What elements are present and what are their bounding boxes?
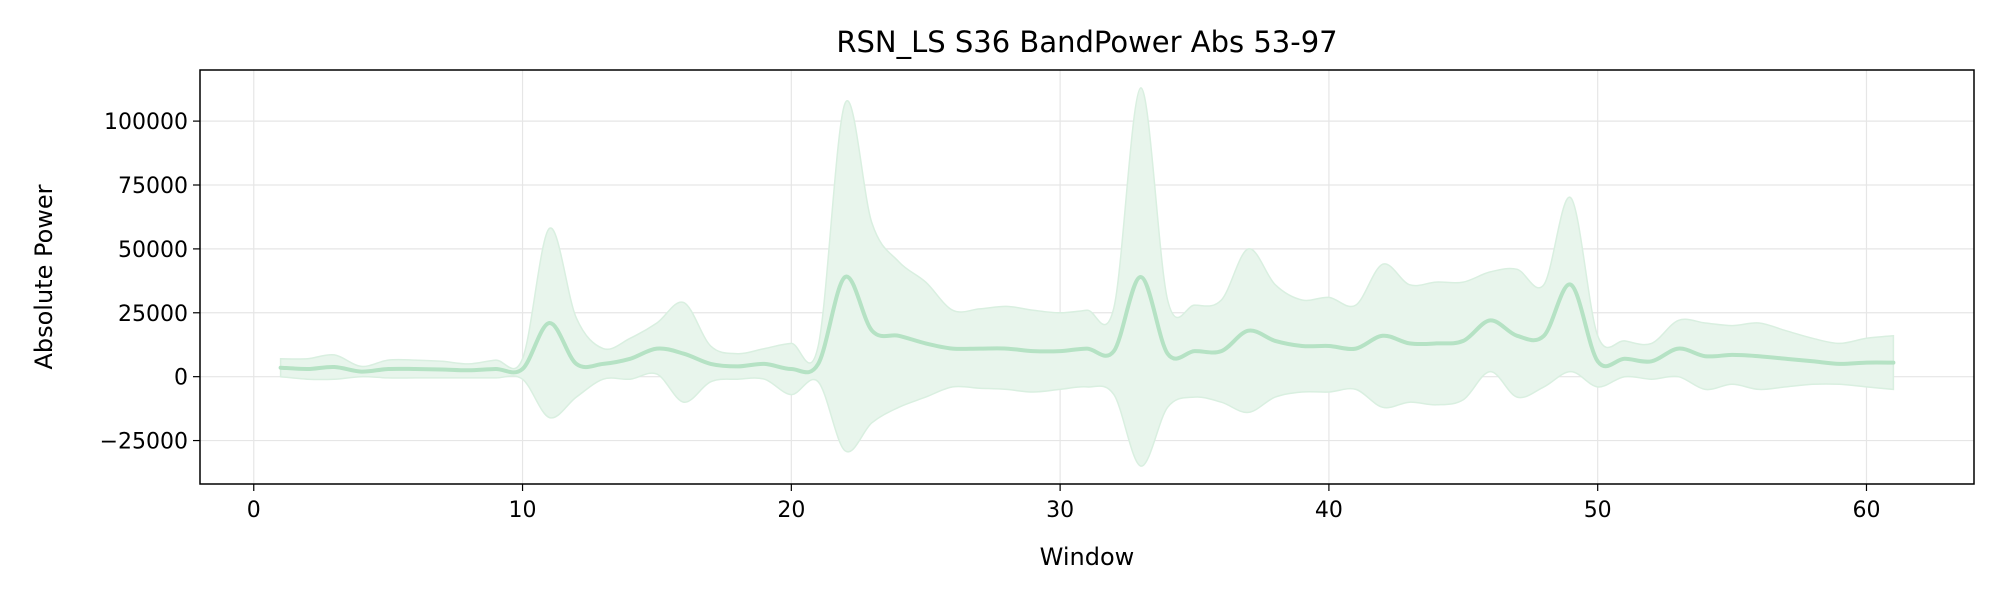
y-tick-label: −25000 — [100, 430, 188, 455]
plot-frame — [199, 69, 1975, 485]
x-tick-label: 10 — [509, 498, 537, 523]
y-tick-label: 75000 — [118, 174, 188, 199]
series-band — [279, 87, 1895, 467]
x-tick-label: 40 — [1315, 498, 1343, 523]
band-layer — [279, 87, 1895, 467]
grid-layer — [200, 70, 1974, 484]
y-tick-label: 0 — [174, 366, 188, 391]
x-tick-label: 50 — [1584, 498, 1612, 523]
x-tick-label: 30 — [1046, 498, 1074, 523]
y-axis: −25000 0 25000 50000 75000 100000 — [100, 110, 200, 455]
y-axis-title: Absolute Power — [30, 184, 58, 369]
x-tick-label: 0 — [247, 498, 261, 523]
x-axis-title: Window — [1040, 543, 1135, 571]
x-tick-label: 60 — [1852, 498, 1880, 523]
y-tick-label: 50000 — [118, 238, 188, 263]
series-line — [278, 274, 1896, 375]
y-tick-label: 100000 — [104, 110, 188, 135]
x-axis: 0 10 20 30 40 50 60 — [247, 484, 1880, 523]
y-tick-label: 25000 — [118, 302, 188, 327]
chart-title: RSN_LS S36 BandPower Abs 53-97 — [836, 25, 1337, 59]
x-tick-label: 20 — [777, 498, 805, 523]
line-layer — [278, 274, 1896, 375]
